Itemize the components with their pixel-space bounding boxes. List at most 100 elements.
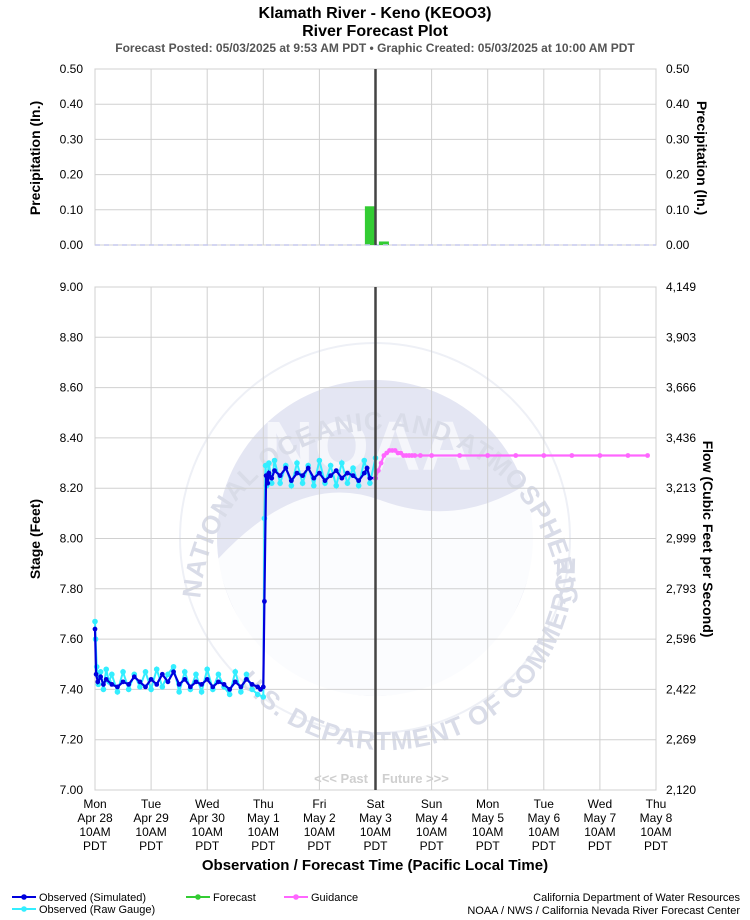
series-point-observed-simulated [95, 679, 101, 685]
legend-swatch-marker [21, 894, 27, 900]
series-point-observed-simulated [328, 473, 334, 479]
x-tick-label: 10AM [640, 825, 671, 839]
series-point-observed-simulated [115, 684, 120, 690]
stage-tick-left: 7.00 [60, 783, 84, 797]
flow-tick-right: 2,999 [666, 532, 696, 546]
stage-tick-left: 8.00 [60, 532, 84, 546]
x-tick-label: 10AM [248, 825, 279, 839]
series-point-observed-simulated [227, 687, 233, 692]
series-point-observed-simulated [109, 681, 115, 687]
flow-tick-right: 3,903 [666, 330, 696, 344]
x-tick-label: PDT [83, 839, 108, 853]
x-tick-label: 10AM [304, 825, 335, 839]
series-point-observed-raw-gauge [243, 671, 250, 678]
x-tick-label: Tue [141, 797, 162, 811]
x-tick-label: Fri [312, 797, 326, 811]
series-point-observed-raw-gauge [361, 457, 368, 464]
chart-title: Klamath River - Keno (KEOO3) [259, 5, 492, 22]
series-point-observed-raw-gauge [367, 480, 373, 486]
series-point-observed-simulated [154, 681, 160, 687]
series-point-observed-simulated [148, 676, 154, 682]
series-point-guidance [457, 453, 463, 458]
x-tick-label: PDT [139, 839, 164, 853]
series-point-observed-raw-gauge [198, 689, 205, 695]
precip-bars [364, 206, 389, 245]
series-point-observed-raw-gauge [226, 691, 233, 698]
series-point-observed-simulated [249, 681, 255, 687]
flow-tick-right: 2,596 [666, 632, 696, 646]
series-point-guidance [378, 460, 384, 466]
series-point-guidance [569, 453, 575, 458]
x-tick-label: 10AM [360, 825, 391, 839]
precip-tick-left: 0.10 [60, 203, 84, 217]
flow-tick-right: 3,436 [666, 431, 696, 445]
x-tick-label: Mon [83, 797, 106, 811]
x-tick-label: Apr 29 [133, 811, 169, 825]
x-tick-label: Tue [534, 797, 555, 811]
flow-tick-right: 2,269 [666, 733, 696, 747]
series-point-observed-simulated [262, 598, 267, 604]
x-tick-label: PDT [364, 839, 389, 853]
precip-tick-right: 0.50 [666, 62, 690, 76]
precip-tick-left: 0.50 [60, 62, 84, 76]
series-point-observed-simulated [193, 679, 199, 685]
series-point-observed-raw-gauge [232, 668, 239, 675]
series-point-observed-simulated [294, 470, 300, 476]
series-point-observed-raw-gauge [181, 668, 188, 675]
x-tick-label: PDT [307, 839, 332, 853]
series-point-observed-simulated [260, 684, 266, 690]
precip-tick-right: 0.10 [666, 203, 690, 217]
x-tick-label: PDT [420, 839, 445, 853]
legend-swatch-marker [21, 906, 27, 912]
series-point-observed-simulated [345, 470, 350, 476]
series-point-guidance [645, 453, 650, 458]
series-point-observed-simulated [232, 679, 238, 685]
precip-tick-labels: 0.50 0.50 0.40 0.40 0.30 0.30 0.20 0.20 0.10 0.10… [60, 62, 690, 252]
series-point-observed-raw-gauge [344, 480, 351, 486]
x-tick-label: Apr 30 [190, 811, 226, 825]
series-point-observed-raw-gauge [299, 480, 306, 486]
series-point-observed-simulated [322, 478, 328, 484]
series-point-observed-simulated [187, 684, 193, 690]
x-tick-label: Wed [195, 797, 219, 811]
series-point-observed-simulated [350, 473, 356, 479]
precip-tick-right: 0.30 [666, 132, 690, 146]
x-tick-label: Apr 28 [77, 811, 113, 825]
x-tick-label: 10AM [135, 825, 166, 839]
legend-label: Observed (Raw Gauge) [39, 904, 155, 916]
series-point-observed-simulated [311, 475, 317, 481]
series-point-observed-raw-gauge [92, 618, 98, 625]
series-point-observed-raw-gauge [260, 694, 267, 700]
series-point-observed-raw-gauge [165, 671, 171, 678]
series-point-observed-raw-gauge [114, 689, 121, 695]
precip-ylabel-left: Precipitation (In.) [27, 101, 43, 215]
series-point-observed-raw-gauge [339, 460, 345, 466]
series-point-guidance [625, 453, 631, 458]
series-point-observed-raw-gauge [97, 668, 104, 675]
x-tick-label: May 4 [415, 811, 448, 825]
series-point-observed-raw-gauge [215, 671, 222, 678]
series-point-observed-raw-gauge [137, 684, 143, 690]
x-tick-label: Mon [476, 797, 499, 811]
series-point-observed-simulated [182, 676, 188, 682]
series-point-observed-simulated [103, 676, 109, 682]
series-point-observed-raw-gauge [355, 482, 362, 489]
series-point-observed-simulated [272, 468, 277, 473]
series-point-observed-simulated [126, 681, 132, 687]
series-point-observed-raw-gauge [109, 671, 115, 678]
series-point-observed-simulated [120, 679, 126, 685]
series-point-observed-simulated [210, 684, 216, 690]
legend-swatch-marker [195, 894, 201, 900]
series-point-observed-raw-gauge [254, 691, 261, 698]
legend-label: Observed (Simulated) [39, 892, 146, 904]
series-point-observed-raw-gauge [249, 686, 255, 693]
credit-line-2: NOAA / NWS / California Nevada River For… [467, 905, 740, 917]
legend-swatch-marker [293, 894, 299, 900]
precip-bar [378, 241, 389, 245]
series-point-observed-simulated [98, 674, 104, 680]
series-point-observed-raw-gauge [310, 482, 317, 489]
series-point-observed-simulated [216, 679, 221, 685]
series-point-observed-simulated [317, 470, 322, 476]
